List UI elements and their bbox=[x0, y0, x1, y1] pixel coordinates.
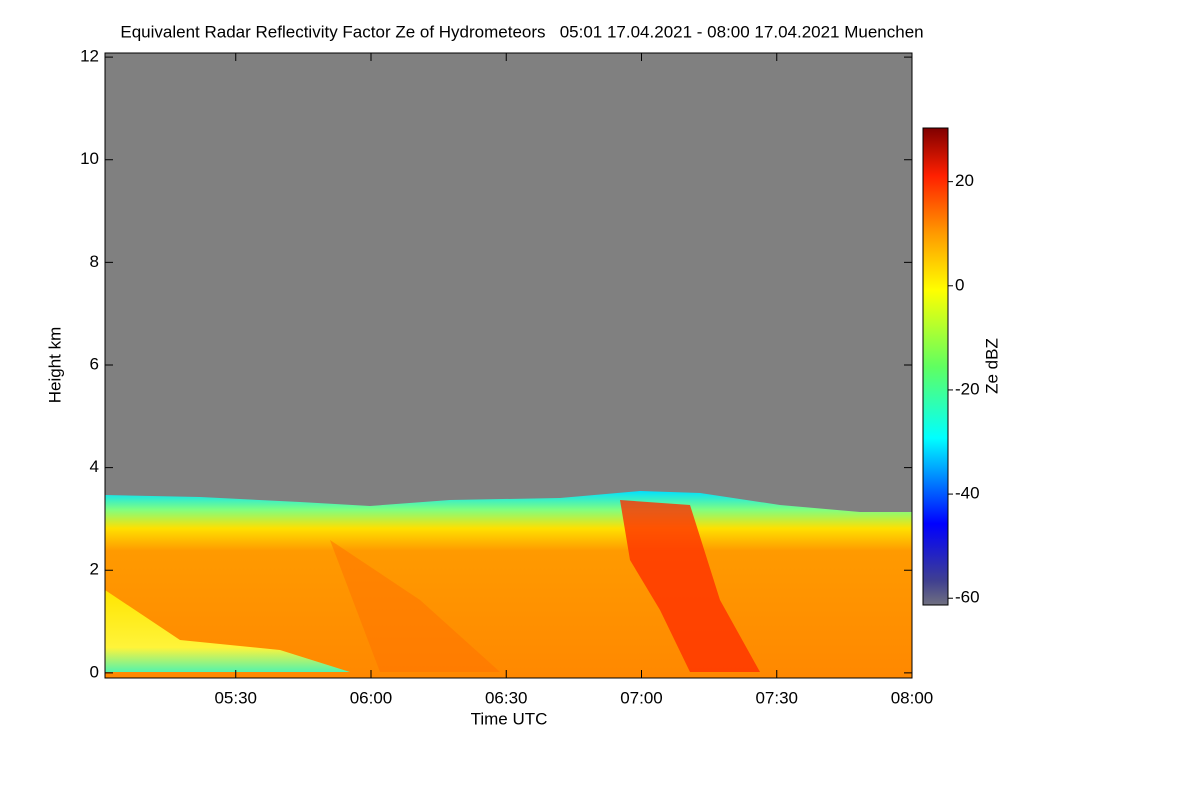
y-tick-label: 10 bbox=[80, 149, 99, 168]
x-tick-label: 08:00 bbox=[891, 688, 934, 707]
x-tick-label: 06:30 bbox=[485, 688, 528, 707]
x-tick-label: 07:30 bbox=[755, 688, 798, 707]
colorbar-tick-label: -20 bbox=[955, 379, 980, 398]
y-tick-label: 2 bbox=[90, 560, 99, 579]
colorbar-tick-label: -60 bbox=[955, 588, 980, 607]
y-tick-label: 0 bbox=[90, 662, 99, 681]
y-tick-label: 8 bbox=[90, 252, 99, 271]
colorbar-tick-label: -40 bbox=[955, 484, 980, 503]
y-tick-label: 6 bbox=[90, 354, 99, 373]
chart-title: Equivalent Radar Reflectivity Factor Ze … bbox=[120, 22, 923, 41]
x-tick-label: 06:00 bbox=[350, 688, 393, 707]
heatmap-field bbox=[105, 53, 912, 678]
plot-frame bbox=[104, 52, 913, 679]
colorbar-tick-label: 20 bbox=[955, 171, 974, 190]
y-axis-label: Height km bbox=[45, 327, 64, 404]
x-tick-label: 05:30 bbox=[214, 688, 257, 707]
y-tick-label: 4 bbox=[90, 457, 99, 476]
x-axis-label: Time UTC bbox=[471, 709, 548, 728]
x-tick-label: 07:00 bbox=[620, 688, 663, 707]
y-tick-label: 12 bbox=[80, 47, 99, 66]
colorbar bbox=[922, 127, 949, 606]
colorbar-tick-label: 0 bbox=[955, 275, 964, 294]
colorbar-label: Ze dBZ bbox=[982, 338, 1001, 394]
